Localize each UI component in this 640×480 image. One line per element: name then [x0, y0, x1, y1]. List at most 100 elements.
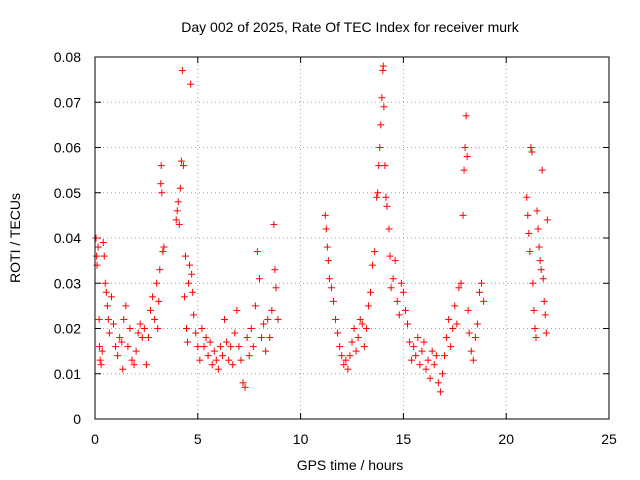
- data-point: [462, 112, 470, 120]
- data-point: [235, 343, 243, 351]
- data-point: [416, 361, 424, 369]
- data-point: [467, 347, 475, 355]
- data-point: [272, 284, 280, 292]
- data-point: [182, 325, 190, 332]
- data-point: [525, 229, 533, 237]
- data-point: [177, 157, 185, 165]
- y-tick-label: 0.01: [54, 366, 81, 382]
- data-point: [373, 193, 381, 201]
- data-point: [270, 220, 278, 228]
- data-point: [149, 293, 157, 301]
- data-point: [186, 261, 194, 269]
- data-point: [420, 338, 428, 346]
- data-point: [104, 315, 112, 323]
- data-point: [529, 279, 537, 287]
- y-tick-label: 0.07: [54, 94, 81, 110]
- data-point: [200, 343, 208, 351]
- y-tick-label: 0: [73, 411, 81, 427]
- data-point: [322, 225, 330, 233]
- data-point: [231, 329, 239, 337]
- data-point: [473, 320, 481, 328]
- data-point: [94, 243, 102, 251]
- data-point: [463, 153, 471, 161]
- data-point: [325, 275, 333, 283]
- data-point: [438, 370, 446, 378]
- data-point: [102, 288, 110, 296]
- data-point: [406, 338, 414, 346]
- data-point: [223, 338, 231, 346]
- data-point: [382, 193, 390, 201]
- y-tick-label: 0.04: [54, 230, 81, 246]
- data-point: [354, 334, 362, 342]
- data-point: [251, 302, 259, 310]
- data-point: [93, 252, 101, 260]
- data-point: [532, 334, 540, 342]
- data-point: [243, 334, 251, 342]
- data-point: [126, 325, 134, 332]
- data-point: [128, 356, 136, 364]
- data-point: [360, 343, 368, 351]
- data-point: [185, 279, 193, 287]
- data-point: [253, 248, 261, 256]
- data-point: [173, 207, 181, 215]
- data-point: [376, 144, 384, 151]
- data-point: [408, 356, 416, 364]
- data-point: [430, 361, 438, 369]
- data-point: [329, 297, 337, 305]
- data-point: [338, 352, 346, 360]
- data-point: [460, 166, 468, 174]
- data-point: [194, 343, 202, 351]
- data-point: [542, 329, 550, 337]
- data-point: [523, 193, 531, 201]
- data-point: [534, 225, 542, 233]
- data-point: [260, 320, 268, 328]
- data-point: [151, 315, 159, 323]
- chart-title: Day 002 of 2025, Rate Of TEC Index for r…: [181, 19, 519, 35]
- data-point: [451, 302, 459, 310]
- data-point: [119, 365, 127, 373]
- data-point: [469, 356, 477, 364]
- data-point: [255, 275, 263, 283]
- data-point: [105, 329, 113, 337]
- data-point: [387, 284, 395, 292]
- data-point: [383, 202, 391, 210]
- data-point: [160, 243, 168, 251]
- data-point: [188, 270, 196, 278]
- data-point: [457, 279, 465, 287]
- data-point: [159, 248, 167, 256]
- data-point: [241, 383, 249, 391]
- data-point: [386, 252, 394, 260]
- data-point: [535, 243, 543, 251]
- data-point: [342, 356, 350, 364]
- data-point: [537, 266, 545, 274]
- data-point: [97, 361, 105, 369]
- data-point: [112, 343, 120, 351]
- data-point: [225, 356, 233, 364]
- data-point: [249, 343, 257, 351]
- data-point: [533, 207, 541, 215]
- data-point: [540, 297, 548, 305]
- data-point: [344, 365, 352, 373]
- data-point: [136, 320, 144, 328]
- x-tick-label: 25: [601, 431, 617, 447]
- data-point: [381, 162, 389, 170]
- data-point: [541, 311, 549, 319]
- grid-lines: [95, 57, 609, 419]
- data-point: [524, 211, 532, 219]
- data-point: [271, 266, 279, 274]
- data-point: [321, 211, 329, 219]
- data-point: [110, 320, 118, 328]
- data-point: [96, 343, 104, 351]
- data-point: [187, 80, 195, 88]
- data-point: [264, 315, 272, 323]
- data-point: [154, 325, 162, 332]
- data-point: [210, 347, 218, 355]
- data-point: [358, 320, 366, 328]
- data-point: [124, 343, 132, 351]
- y-tick-label: 0.06: [54, 140, 81, 156]
- y-tick-label: 0.05: [54, 185, 81, 201]
- data-point: [218, 352, 226, 360]
- data-point: [206, 338, 214, 346]
- x-axis-label: GPS time / hours: [297, 457, 404, 473]
- data-point: [98, 347, 106, 355]
